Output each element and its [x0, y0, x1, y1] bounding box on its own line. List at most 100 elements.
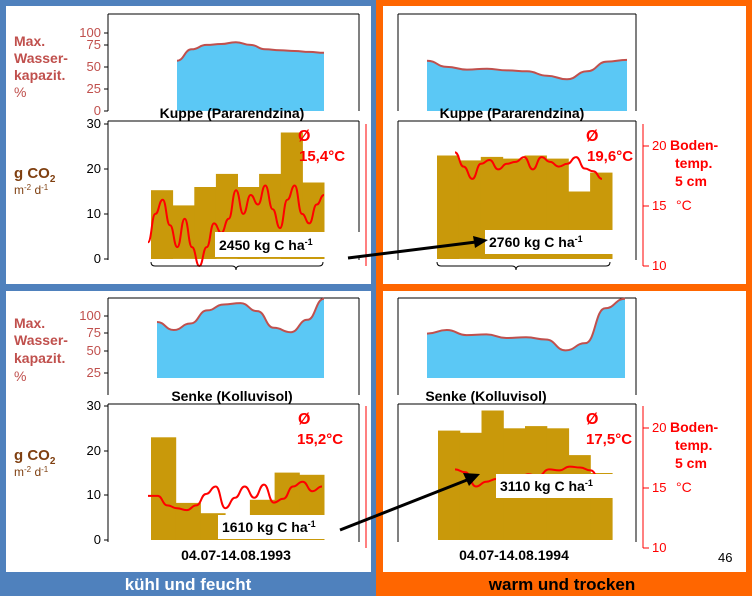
tick-label: 50 [87, 59, 101, 74]
soil-temperature-line [148, 480, 323, 512]
co2-bar [151, 190, 174, 259]
right-condition-label: warm und trocken [488, 575, 635, 594]
page-number: 46 [718, 550, 732, 565]
co2-bar [458, 160, 482, 259]
left-condition-label: kühl und feucht [125, 575, 252, 594]
mean-symbol: Ø [298, 411, 310, 428]
water-label-kapazit: kapazit. [14, 67, 65, 83]
tick-label: 25 [87, 81, 101, 96]
co2-bar [151, 437, 177, 540]
mean-symbol: Ø [586, 128, 598, 145]
tick-label: 10 [87, 487, 101, 502]
total-carbon: 2760 kg C ha-1 [489, 234, 583, 250]
temp-label-boden: Boden- [670, 137, 719, 153]
water-capacity-area [427, 298, 625, 378]
tick-label: 75 [87, 325, 101, 340]
tick-label: 30 [87, 116, 101, 131]
total-carbon: 2450 kg C ha-1 [219, 237, 313, 253]
arrow-head [463, 473, 480, 486]
mean-temperature: 15,4°C [299, 148, 345, 165]
tick-label: 75 [87, 37, 101, 52]
total-carbon: 1610 kg C ha-1 [222, 519, 316, 535]
co2-unit: m-2 d-1 [14, 465, 49, 479]
tick-label: 30 [87, 398, 101, 413]
total-box [496, 474, 620, 498]
tick-label: 0 [94, 532, 101, 547]
tick-label: 100 [79, 25, 101, 40]
bottom-left-co2-chart: 0 10 20 30 Senke (Kolluvisol) Ø 15,2°C 1… [87, 388, 367, 564]
water-capacity-line [426, 297, 626, 352]
period-brace [436, 261, 611, 271]
total-carbon: 3110 kg C ha-1 [500, 478, 593, 494]
co2-label: g CO2 [14, 447, 56, 467]
co2-bar [438, 430, 461, 540]
water-label-wasser: Wasser- [14, 50, 68, 66]
co2-bar [437, 155, 460, 259]
co2-unit: m-2 d-1 [14, 183, 49, 197]
temp-label-celsius: °C [676, 479, 692, 495]
co2-bar [459, 432, 483, 540]
comparison-arrow [347, 240, 477, 260]
tick-label: 20 [87, 161, 101, 176]
tick-label: 10 [652, 258, 666, 273]
total-box [485, 230, 619, 254]
right-footer [376, 574, 752, 596]
arrow-head [473, 236, 488, 248]
mean-symbol: Ø [586, 411, 598, 428]
left-footer [0, 574, 376, 596]
co2-bars [438, 410, 613, 540]
soil-temperature-line [147, 184, 325, 268]
site-title: Kuppe (Pararendzina) [160, 105, 305, 121]
top-right-water-chart [397, 13, 637, 111]
bottom-right-water-chart [397, 297, 637, 395]
soil-temperature-line [454, 151, 603, 180]
tick-label: 10 [652, 540, 666, 555]
date-range: 04.07-14.08.1994 [459, 547, 569, 563]
water-capacity-line [176, 41, 325, 62]
bottom-left-water-chart: 25 50 75 100 [79, 297, 360, 395]
tick-label: 100 [79, 308, 101, 323]
site-title: Senke (Kolluvisol) [425, 388, 546, 404]
comparison-arrow [339, 478, 468, 532]
date-box [428, 544, 600, 564]
co2-bar [194, 187, 217, 259]
mean-symbol: Ø [298, 128, 310, 145]
tick-label: 15 [652, 198, 666, 213]
water-capacity-line [156, 297, 325, 334]
water-capacity-area [427, 59, 627, 111]
tick-label: 15 [652, 480, 666, 495]
mean-temperature: 19,6°C [587, 148, 633, 165]
date-box [150, 544, 322, 564]
tick-label: 20 [87, 443, 101, 458]
top-right-co2-chart: 20 15 10 Kuppe (Pararendzina) Ø 19,6°C 2… [397, 105, 666, 273]
temp-label-boden: Boden- [670, 419, 719, 435]
co2-bar [481, 410, 504, 540]
co2-bar [172, 205, 195, 259]
temp-label-temp: temp. [675, 155, 712, 171]
tick-label: 50 [87, 343, 101, 358]
water-label-wasser: Wasser- [14, 332, 68, 348]
tick-label: 20 [652, 138, 666, 153]
co2-bar [280, 132, 303, 259]
water-capacity-area [177, 42, 324, 112]
tick-label: 0 [94, 251, 101, 266]
water-label-percent: % [14, 84, 26, 100]
tick-label: 25 [87, 365, 101, 380]
mean-temperature: 17,5°C [586, 431, 632, 448]
temp-label-celsius: °C [676, 197, 692, 213]
tick-label: 10 [87, 206, 101, 221]
co2-label: g CO2 [14, 165, 56, 185]
bottom-right-co2-chart: 20 15 10 Senke (Kolluvisol) Ø 17,5°C 311… [397, 388, 666, 564]
site-title: Senke (Kolluvisol) [171, 388, 292, 404]
water-label-max: Max. [14, 33, 45, 49]
site-title: Kuppe (Pararendzina) [440, 105, 585, 121]
total-box [215, 232, 361, 257]
water-label-percent: % [14, 368, 26, 384]
water-capacity-line [426, 58, 628, 81]
temp-label-cm: 5 cm [675, 173, 707, 189]
date-range: 04.07-14.08.1993 [181, 547, 291, 563]
mean-temperature: 15,2°C [297, 431, 343, 448]
water-label-kapazit: kapazit. [14, 350, 65, 366]
top-left-co2-chart: 0 10 20 30 Kuppe (Pararendzina) Ø 15,4°C… [87, 105, 367, 271]
